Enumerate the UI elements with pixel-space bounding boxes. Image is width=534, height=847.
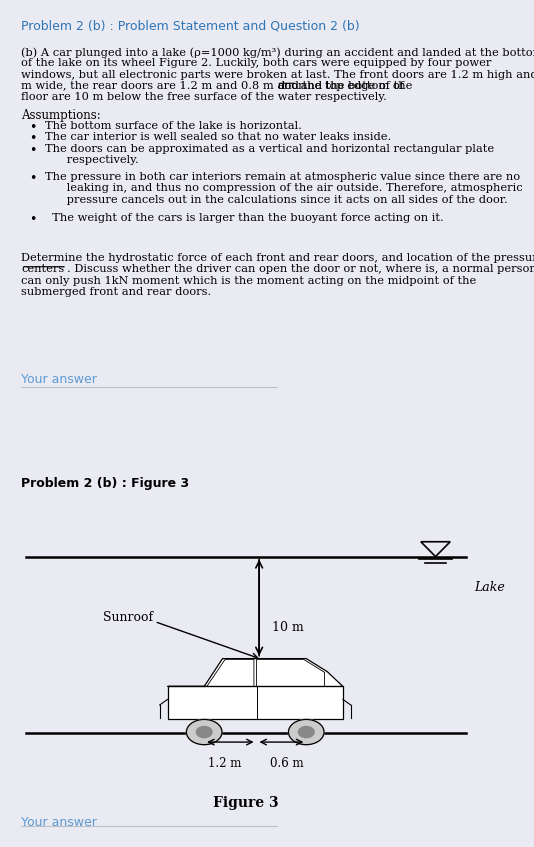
Text: •: •: [29, 132, 36, 145]
Text: The bottom surface of the lake is horizontal.: The bottom surface of the lake is horizo…: [45, 121, 302, 130]
Text: Your answer: Your answer: [21, 374, 97, 386]
Text: Problem 2 (b) : Figure 3: Problem 2 (b) : Figure 3: [21, 477, 189, 490]
Text: . Discuss whether the driver can open the door or not, where is, a normal person: . Discuss whether the driver can open th…: [67, 264, 534, 274]
Text: of the lake on its wheel Figure 2. Luckily, both cars were equipped by four powe: of the lake on its wheel Figure 2. Lucki…: [21, 58, 491, 69]
Text: Sunroof: Sunroof: [103, 612, 153, 624]
Text: Assumptions:: Assumptions:: [21, 109, 101, 122]
Ellipse shape: [299, 727, 314, 738]
Text: •: •: [29, 172, 36, 185]
Ellipse shape: [288, 719, 324, 745]
Text: The pressure in both car interiors remain at atmospheric value since there are n: The pressure in both car interiors remai…: [45, 172, 522, 205]
Text: (b) A car plunged into a lake (ρ=1000 kg/m³) during an accident and landed at th: (b) A car plunged into a lake (ρ=1000 kg…: [21, 47, 534, 58]
Text: floor are 10 m below the free surface of the water respectively.: floor are 10 m below the free surface of…: [21, 92, 387, 102]
Text: 10 m: 10 m: [272, 621, 304, 634]
Ellipse shape: [186, 719, 222, 745]
Text: •: •: [29, 121, 36, 134]
Polygon shape: [168, 659, 343, 686]
Text: The doors can be approximated as a vertical and horizontal rectangular plate
   : The doors can be approximated as a verti…: [45, 143, 494, 165]
Text: •: •: [29, 143, 36, 157]
Text: 1.2 m: 1.2 m: [208, 757, 242, 770]
Polygon shape: [168, 686, 343, 719]
Text: door: door: [277, 81, 303, 91]
Text: submerged front and rear doors.: submerged front and rear doors.: [21, 287, 211, 297]
Text: 0.6 m: 0.6 m: [270, 757, 303, 770]
Text: and the bottom of: and the bottom of: [297, 81, 404, 91]
Text: windows, but all electronic parts were broken at last. The front doors are 1.2 m: windows, but all electronic parts were b…: [21, 69, 534, 80]
Text: Figure 3: Figure 3: [213, 796, 279, 810]
Text: can only push 1kN moment which is the moment acting on the midpoint of the: can only push 1kN moment which is the mo…: [21, 276, 476, 285]
Text: Lake: Lake: [474, 581, 505, 594]
Text: Determine the hydrostatic force of each front and rear doors, and location of th: Determine the hydrostatic force of each …: [21, 253, 534, 263]
Ellipse shape: [197, 727, 212, 738]
Text: The car interior is well sealed so that no water leaks inside.: The car interior is well sealed so that …: [45, 132, 391, 142]
Text: Your answer: Your answer: [21, 816, 97, 828]
Text: centers: centers: [21, 264, 64, 274]
Text: The weight of the cars is larger than the buoyant force acting on it.: The weight of the cars is larger than th…: [45, 213, 443, 224]
Text: Problem 2 (b) : Problem Statement and Question 2 (b): Problem 2 (b) : Problem Statement and Qu…: [21, 19, 360, 33]
Text: m wide, the rear doors are 1.2 m and 0.8 m and the top edge of the: m wide, the rear doors are 1.2 m and 0.8…: [21, 81, 416, 91]
Text: •: •: [29, 213, 36, 226]
